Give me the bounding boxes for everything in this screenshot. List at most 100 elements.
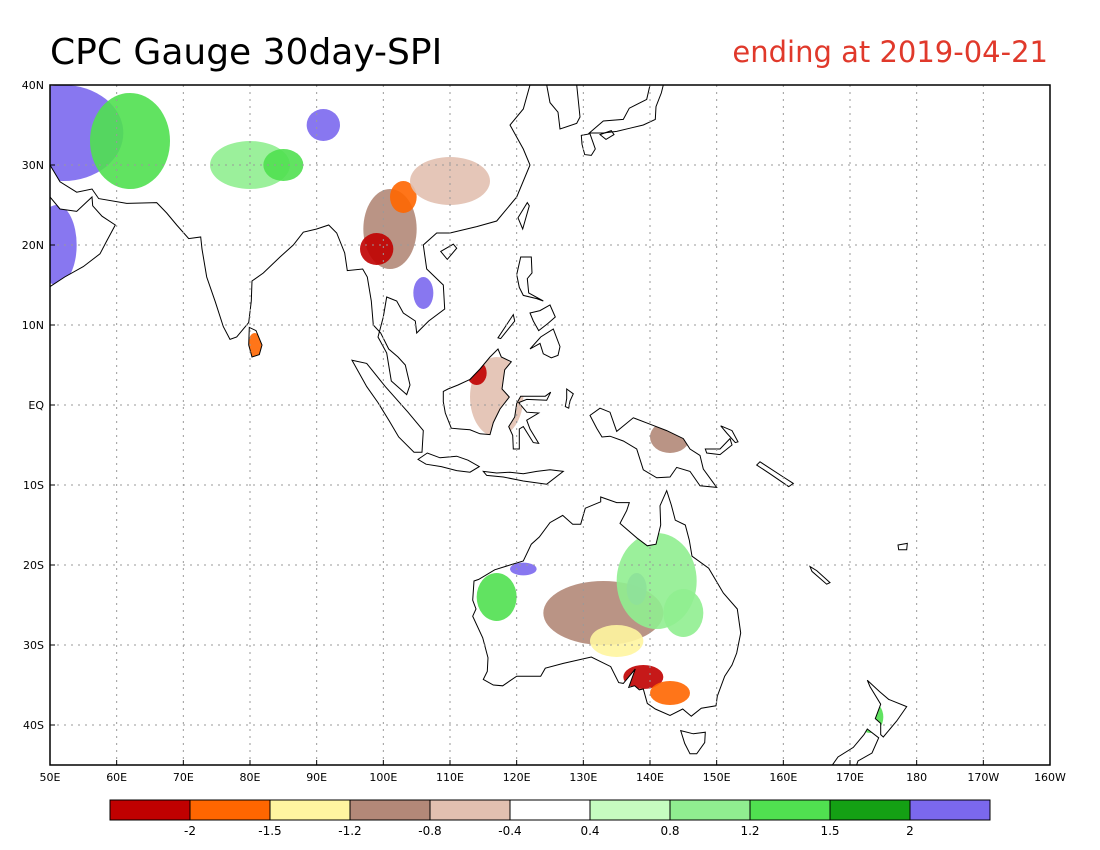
coastline-java	[417, 452, 481, 473]
spi-patch	[590, 625, 644, 657]
land-korea	[546, 85, 580, 129]
coastline-new-britain	[704, 437, 733, 456]
x-tick-label: 110E	[436, 771, 464, 784]
x-tick-label: 90E	[306, 771, 327, 784]
spi-patch	[360, 233, 394, 265]
coastline-arabia	[50, 195, 116, 288]
land-new-guinea	[590, 408, 717, 488]
coastline-visayas	[529, 304, 556, 332]
legend-swatch	[509, 799, 591, 821]
coastline-layer	[50, 85, 908, 765]
legend-swatch	[349, 799, 431, 821]
y-axis-ticks: 40N 30N 20N 10N EQ 10S 20S 30S 40S	[22, 79, 55, 732]
coastline-new-caledonia	[808, 565, 831, 585]
legend-swatch	[429, 799, 511, 821]
coastline-palawan	[497, 313, 516, 340]
legend-label: -0.8	[418, 824, 441, 838]
legend-swatch	[109, 799, 191, 821]
x-tick-label: 50E	[40, 771, 61, 784]
y-tick-label: 20S	[23, 559, 44, 572]
spi-patch	[476, 573, 517, 621]
spi-patch	[210, 141, 290, 189]
coastline-mindanao	[529, 328, 561, 359]
y-tick-label: 40N	[22, 79, 44, 92]
land-new-ireland	[720, 425, 738, 443]
land-taiwan	[518, 202, 530, 229]
legend-swatch	[909, 799, 991, 821]
legend-label: 0.8	[660, 824, 679, 838]
coastline-sulawesi	[508, 391, 552, 450]
x-tick-label: 100E	[369, 771, 397, 784]
coastline-japan-kyushu	[580, 133, 596, 156]
x-tick-label: 160E	[769, 771, 797, 784]
x-tick-label: 120E	[503, 771, 531, 784]
spi-patch	[663, 589, 704, 637]
coastline-hainan	[439, 243, 458, 261]
land-lesser-sunda	[483, 469, 564, 485]
legend-label: -1.5	[258, 824, 281, 838]
spi-patch	[248, 333, 262, 357]
color-legend: -2 -1.5 -1.2 -0.8 -0.4 0.4 0.8 1.2 1.5 2	[109, 799, 991, 838]
land-visayas	[530, 305, 556, 331]
legend-swatch	[589, 799, 671, 821]
map-subtitle: ending at 2019-04-21	[732, 35, 1048, 69]
coastline-lesser-sunda	[482, 469, 565, 485]
legend-swatch	[269, 799, 351, 821]
land-solomons	[756, 461, 794, 487]
coastline-luzon	[516, 256, 544, 302]
x-axis-ticks: 50E 60E 70E 80E 90E 100E 110E 120E 130E 140E 150E 1…	[40, 760, 1066, 784]
land-halmahera	[565, 389, 574, 409]
spi-patch	[413, 277, 434, 309]
coastline-nz-north	[866, 679, 908, 738]
land-java	[418, 453, 480, 473]
land-luzon	[516, 257, 544, 301]
legend-swatch	[189, 799, 271, 821]
legend-label: 1.5	[820, 824, 839, 838]
map-layer	[50, 85, 1050, 765]
x-tick-label: 170W	[967, 771, 999, 784]
land-palawan	[498, 314, 515, 339]
y-tick-label: 10S	[23, 479, 44, 492]
coastline-new-ireland	[720, 425, 739, 444]
spi-patch	[50, 205, 77, 285]
legend-label: 1.2	[740, 824, 759, 838]
coastline-borneo	[442, 348, 513, 436]
y-tick-label: 10N	[22, 319, 44, 332]
coastline-sri-lanka	[248, 326, 263, 358]
land-mindanao	[530, 329, 560, 358]
land-new-britain	[705, 438, 732, 455]
spi-patch	[263, 149, 304, 181]
coastline-halmahera	[564, 388, 574, 409]
y-tick-label: 30N	[22, 159, 44, 172]
x-tick-label: 140E	[636, 771, 664, 784]
y-tick-label: 40S	[23, 719, 44, 732]
spi-patch	[410, 157, 490, 205]
spi-patch	[90, 93, 170, 189]
gridlines	[50, 85, 1050, 765]
coastline-japan-shikoku	[598, 129, 615, 141]
coastline-nz-south	[831, 728, 880, 765]
coastline-sumatra	[351, 359, 424, 453]
spi-patch	[306, 109, 341, 141]
y-tick-label: EQ	[28, 399, 44, 412]
land-sumatra	[352, 360, 424, 453]
x-tick-label: 70E	[173, 771, 194, 784]
x-tick-label: 160W	[1034, 771, 1066, 784]
legend-label: -1.2	[338, 824, 361, 838]
land-new-caledonia	[810, 566, 830, 585]
land-tasmania	[680, 730, 706, 754]
legend-swatch	[829, 799, 911, 821]
x-tick-label: 180	[906, 771, 927, 784]
coastline-asia-mainland	[50, 85, 531, 396]
x-tick-label: 60E	[106, 771, 127, 784]
legend-label: 2	[906, 824, 914, 838]
x-tick-label: 150E	[703, 771, 731, 784]
coastline-japan-honshu	[587, 85, 664, 134]
x-tick-label: 170E	[836, 771, 864, 784]
legend-label: -0.4	[498, 824, 521, 838]
coastline-tasmania	[679, 729, 706, 755]
spi-patch	[509, 562, 537, 576]
y-tick-label: 20N	[22, 239, 44, 252]
legend-swatch	[669, 799, 751, 821]
